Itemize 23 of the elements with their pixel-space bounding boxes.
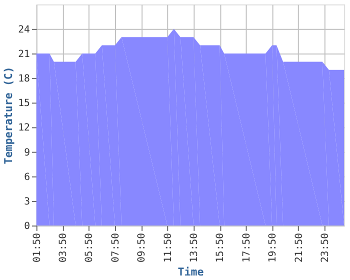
x-tick-label: 17:50 xyxy=(241,232,252,263)
x-tick-label: 07:50 xyxy=(110,232,122,263)
x-tick-label: 01:50 xyxy=(32,232,43,263)
x-tick-label: 23:50 xyxy=(320,232,331,263)
x-tick-label: 13:50 xyxy=(188,232,200,263)
x-tick-label: 03:50 xyxy=(58,232,70,263)
x-tick-label: 21:50 xyxy=(294,232,305,263)
y-tick-label: 6 xyxy=(24,172,30,183)
x-tick-label: 11:50 xyxy=(162,232,174,263)
y-axis-title: Temperature (C) xyxy=(2,66,16,164)
y-tick-label: 15 xyxy=(18,98,30,110)
x-tick-label: 15:50 xyxy=(215,232,226,263)
y-tick-label: 3 xyxy=(24,196,30,208)
x-tick-label: 19:50 xyxy=(268,232,279,263)
y-tick-label: 0 xyxy=(24,220,30,232)
y-tick-label: 24 xyxy=(18,24,30,36)
x-tick-label: 09:50 xyxy=(136,232,148,263)
x-axis-title: Time xyxy=(178,265,204,278)
x-tick-label: 05:50 xyxy=(84,232,96,263)
y-tick-label: 12 xyxy=(18,122,30,134)
y-tick-label: 18 xyxy=(18,74,30,85)
y-tick-label: 9 xyxy=(24,147,30,158)
y-tick-label: 21 xyxy=(18,48,30,60)
